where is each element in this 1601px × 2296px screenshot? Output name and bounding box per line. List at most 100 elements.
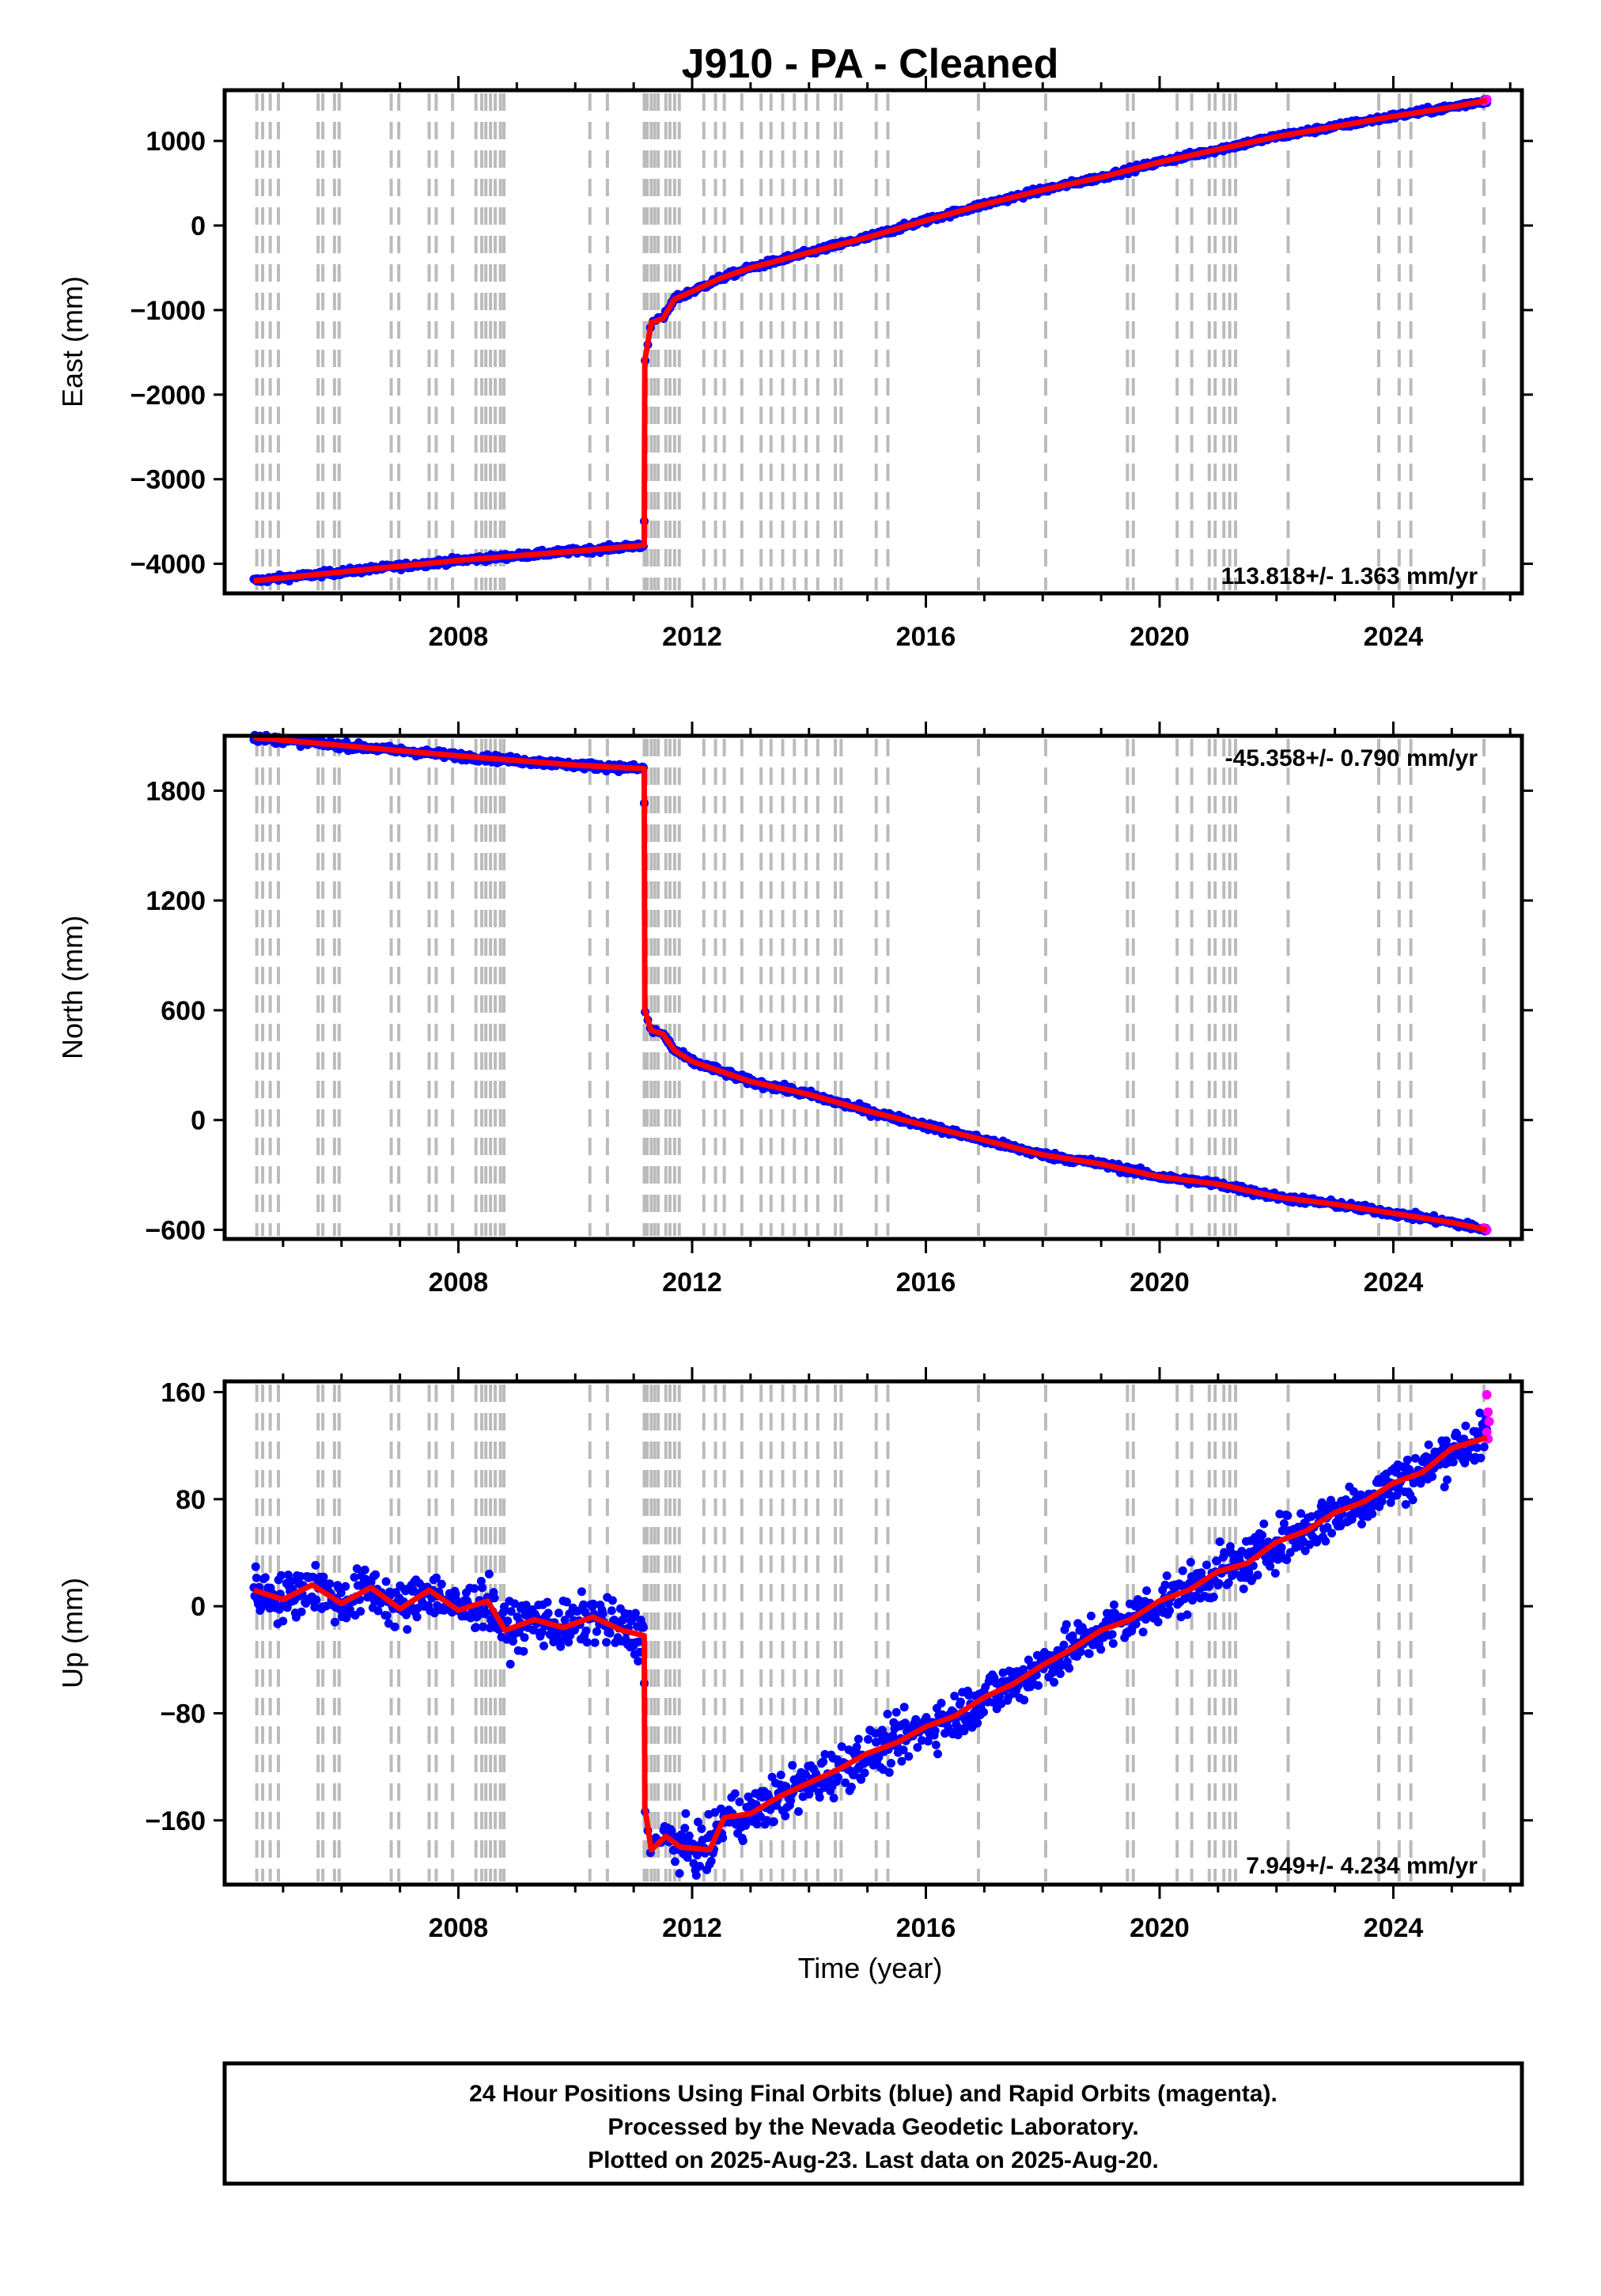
y-tick-label: −3000: [131, 465, 206, 495]
final-point: [381, 1577, 391, 1586]
x-tick-label: 2012: [662, 1267, 722, 1298]
final-point: [382, 1611, 392, 1620]
final-point: [519, 1646, 528, 1656]
final-point: [638, 1623, 648, 1632]
final-point: [1283, 1511, 1293, 1521]
final-point: [360, 1565, 369, 1574]
final-point: [900, 1718, 910, 1728]
final-point: [913, 1743, 922, 1752]
final-point: [852, 1742, 861, 1752]
final-point: [730, 1789, 740, 1798]
final-point: [371, 1570, 380, 1579]
final-point: [718, 1833, 728, 1843]
x-tick-label: 2024: [1364, 622, 1424, 652]
final-point: [484, 1570, 494, 1578]
x-tick-label: 2020: [1130, 1913, 1190, 1943]
east-panel: 2008 2012 2016 2020 2024 −4000 −3000 −2000 −1000…: [56, 76, 1533, 652]
x-tick-label: 2008: [429, 1267, 489, 1298]
final-point: [1321, 1536, 1330, 1546]
final-point: [509, 1637, 517, 1646]
y-tick-label: 600: [161, 996, 206, 1026]
velocity-label: 7.949+/- 4.234 mm/yr: [1246, 1853, 1478, 1879]
final-point: [1215, 1537, 1224, 1547]
final-point: [676, 1830, 686, 1839]
final-point: [1440, 1483, 1449, 1491]
final-point: [837, 1742, 846, 1752]
final-point: [864, 1735, 872, 1744]
final-point: [680, 1824, 690, 1833]
final-point: [634, 1657, 643, 1666]
final-point: [356, 1607, 365, 1616]
final-point: [412, 1612, 422, 1622]
final-point: [579, 1600, 589, 1609]
final-point: [607, 1606, 616, 1616]
y-tick-label: −4000: [131, 550, 206, 580]
final-point: [452, 1595, 461, 1605]
final-point: [1084, 1649, 1094, 1658]
final-point: [1279, 1519, 1289, 1529]
final-point: [505, 1659, 515, 1669]
final-point: [312, 1595, 321, 1605]
final-point: [403, 1625, 412, 1634]
final-point: [738, 1836, 748, 1846]
model-line: [252, 1434, 1488, 1853]
final-point: [297, 1607, 306, 1616]
plot-frame: [222, 88, 1524, 596]
final-point: [1401, 1500, 1410, 1509]
final-point: [937, 1699, 946, 1708]
final-point: [741, 1821, 751, 1830]
model-line: [253, 97, 1488, 584]
final-point: [675, 1869, 684, 1878]
final-point: [1392, 1491, 1402, 1500]
final-point: [899, 1745, 908, 1755]
final-point: [1020, 1695, 1029, 1705]
final-point: [432, 1573, 441, 1582]
final-point: [1377, 1497, 1387, 1506]
final-point: [564, 1638, 573, 1647]
final-point: [1443, 1475, 1451, 1484]
final-point: [311, 1560, 320, 1570]
final-point: [781, 1811, 790, 1821]
final-point: [684, 1831, 694, 1840]
final-point: [1162, 1571, 1171, 1581]
final-point: [490, 1593, 499, 1603]
final-point: [1472, 1443, 1482, 1453]
final-point: [794, 1807, 803, 1817]
final-point: [944, 1723, 953, 1733]
final-point: [874, 1752, 884, 1762]
final-point: [1160, 1580, 1170, 1589]
final-point: [308, 1572, 318, 1582]
final-point: [341, 1582, 350, 1591]
final-point: [330, 1617, 339, 1627]
final-point: [695, 1862, 705, 1871]
final-point: [841, 1778, 850, 1787]
final-point: [336, 1588, 346, 1597]
final-point: [1224, 1578, 1233, 1588]
x-tick-label: 2020: [1130, 1267, 1190, 1298]
final-point: [1059, 1640, 1069, 1650]
final-point: [1479, 1442, 1489, 1452]
final-point: [1108, 1639, 1118, 1648]
x-tick-label: 2024: [1364, 1267, 1424, 1298]
final-point: [1461, 1421, 1470, 1430]
final-point: [1327, 1529, 1337, 1538]
final-point: [899, 1703, 909, 1712]
final-point: [1428, 1472, 1437, 1481]
final-point: [350, 1573, 359, 1582]
final-point: [291, 1612, 301, 1622]
final-point: [853, 1734, 863, 1744]
final-point: [1296, 1509, 1306, 1518]
final-point: [286, 1576, 296, 1586]
final-point: [953, 1730, 963, 1740]
final-point: [887, 1759, 895, 1768]
final-point: [543, 1597, 552, 1607]
event-lines: [255, 93, 1486, 590]
final-point: [860, 1768, 869, 1778]
final-point: [1050, 1677, 1059, 1687]
x-tick-label: 2008: [429, 1913, 489, 1943]
final-point: [1349, 1487, 1358, 1496]
final-point: [1107, 1630, 1117, 1639]
final-point: [697, 1824, 706, 1833]
final-point: [1165, 1606, 1175, 1616]
final-point: [776, 1771, 785, 1779]
